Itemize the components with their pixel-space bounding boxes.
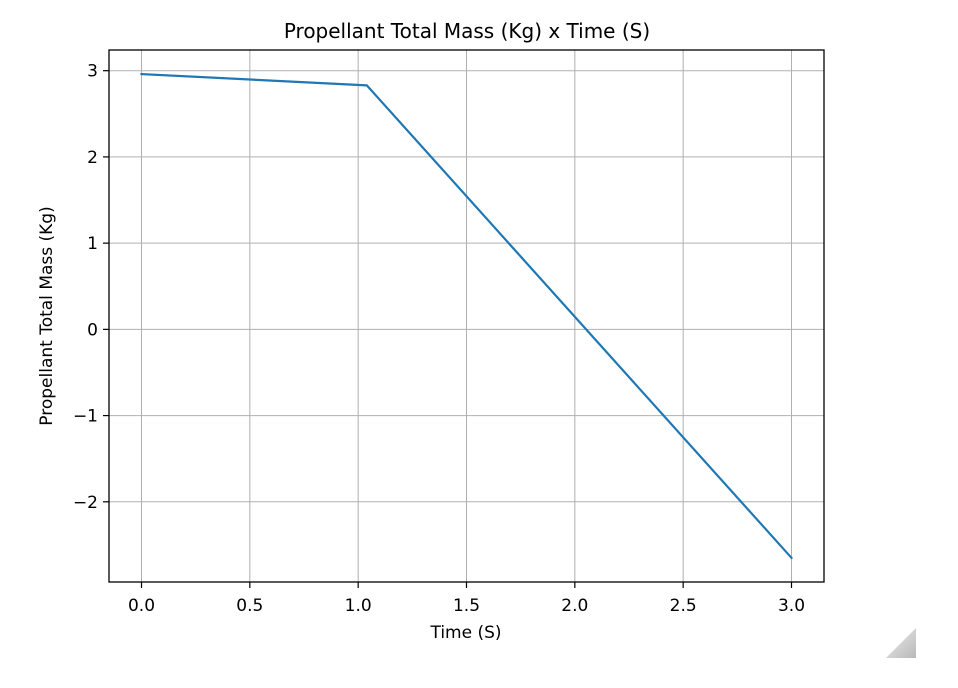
x-tick-label: 3.0 <box>778 596 805 616</box>
y-tick-label: 2 <box>87 148 98 168</box>
x-tick-label: 0.0 <box>128 596 155 616</box>
x-tick-label: 0.5 <box>236 596 263 616</box>
chart-title: Propellant Total Mass (Kg) x Time (S) <box>284 19 650 43</box>
grid <box>109 50 824 582</box>
y-tick-label: −1 <box>73 407 98 427</box>
x-tick-label: 2.0 <box>561 596 588 616</box>
y-ticks: 3 2 1 0 −1 −2 <box>73 62 109 513</box>
x-axis-label: Time (S) <box>429 623 501 643</box>
x-tick-label: 2.5 <box>670 596 697 616</box>
y-tick-label: 0 <box>87 320 98 340</box>
y-tick-label: −2 <box>73 493 98 513</box>
x-ticks: 0.0 0.5 1.0 1.5 2.0 2.5 3.0 <box>128 582 805 616</box>
y-tick-label: 3 <box>87 62 98 82</box>
y-axis-label: Propellant Total Mass (Kg) <box>37 206 57 425</box>
series-line <box>140 72 794 560</box>
series-group <box>140 72 794 560</box>
x-tick-label: 1.0 <box>345 596 372 616</box>
resize-grip-icon[interactable] <box>886 628 916 658</box>
x-tick-label: 1.5 <box>453 596 480 616</box>
y-tick-label: 1 <box>87 234 98 254</box>
